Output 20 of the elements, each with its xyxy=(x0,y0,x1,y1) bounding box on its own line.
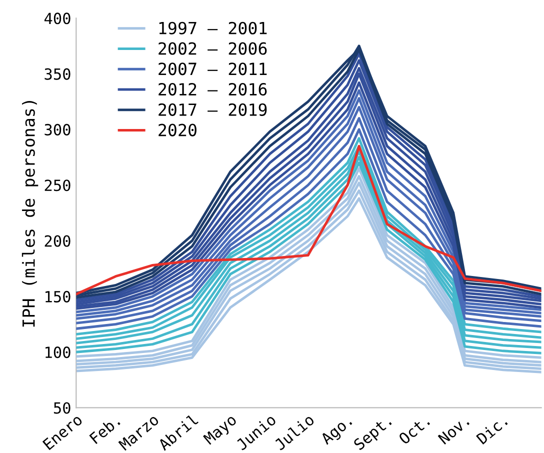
y-tick-label: 250 xyxy=(44,180,70,192)
y-axis-title: IPH (miles de personas) xyxy=(22,100,38,327)
legend-label: 2020 xyxy=(158,124,196,136)
y-tick-label: 50 xyxy=(54,402,70,414)
legend-label: 2017 – 2019 xyxy=(158,103,267,116)
x-tick-label: Dic. xyxy=(476,414,508,445)
y-tick-label: 300 xyxy=(44,124,70,136)
x-tick-label: Nov. xyxy=(438,415,470,445)
legend-label: 2002 – 2006 xyxy=(158,42,267,55)
legend-label: 1997 – 2001 xyxy=(159,22,267,34)
x-tick-label: Feb. xyxy=(88,414,121,444)
x-tick-label: Oct. xyxy=(398,415,430,445)
y-tick-label: 400 xyxy=(44,12,70,24)
legend-label: 2007 – 2011 xyxy=(158,62,267,76)
y-tick-label: 200 xyxy=(44,235,70,247)
y-tick-label: 150 xyxy=(46,290,70,302)
y-tick-label: 350 xyxy=(44,68,70,80)
y-tick-label: 100 xyxy=(46,346,70,358)
legend-label: 2012 – 2016 xyxy=(158,82,267,96)
x-tick-label: Ago. xyxy=(320,415,354,448)
